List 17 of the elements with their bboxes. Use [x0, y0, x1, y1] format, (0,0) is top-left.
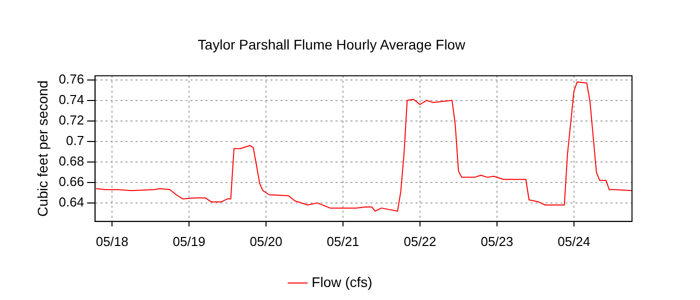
y-tick-label: 0.64 [58, 194, 84, 210]
legend-label: Flow (cfs) [312, 274, 372, 290]
y-tick-label: 0.68 [58, 154, 84, 169]
x-tick-label: 05/19 [172, 234, 206, 249]
y-axis-title: Cubic feet per second [34, 80, 50, 217]
x-tick-label: 05/20 [250, 234, 282, 249]
y-tick-label: 0.72 [58, 112, 84, 128]
y-tick-label: 0.74 [58, 92, 84, 107]
y-tick-label: 0.7 [66, 133, 84, 148]
y-tick-label: 0.76 [58, 71, 84, 86]
y-tick-label: 0.66 [58, 174, 84, 190]
x-tick-label: 05/22 [404, 234, 436, 249]
x-tick-label: 05/18 [96, 234, 128, 249]
x-tick-label: 05/24 [558, 234, 590, 249]
x-tick-label: 05/23 [480, 234, 514, 249]
x-tick-label: 05/21 [326, 234, 360, 249]
chart-title: Taylor Parshall Flume Hourly Average Flow [198, 36, 466, 52]
